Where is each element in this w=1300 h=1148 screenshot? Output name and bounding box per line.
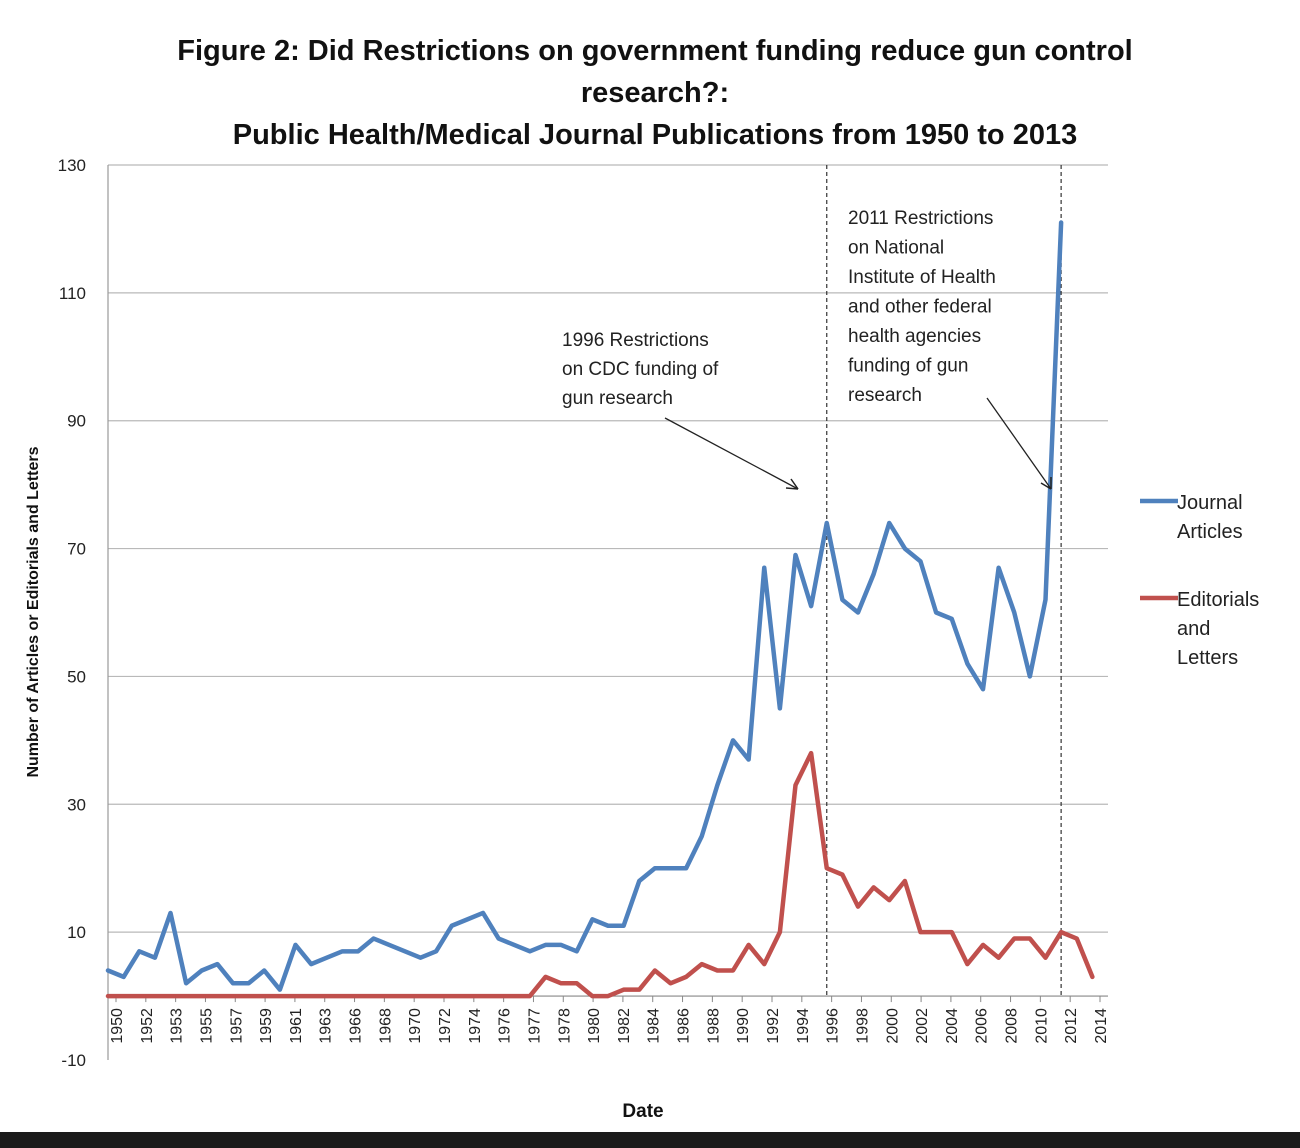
annotations: 1996 Restrictions on CDC funding of gun re… <box>562 208 1052 490</box>
x-tick-label: 2014 <box>1093 1008 1110 1044</box>
x-tick-label: 2002 <box>914 1008 931 1044</box>
y-tick-label: 110 <box>59 284 86 303</box>
x-tick-label: 1992 <box>765 1008 782 1044</box>
annotation-2011-line: on National <box>848 238 944 259</box>
x-tick-label: 1978 <box>556 1008 573 1044</box>
x-tick-label: 2010 <box>1033 1008 1050 1044</box>
annotation-2011-line: 2011 Restrictions <box>848 208 993 229</box>
annotation-1996-line: on CDC funding of <box>562 359 719 380</box>
x-tick-label: 1976 <box>497 1008 514 1044</box>
x-tick-label: 1953 <box>169 1008 186 1044</box>
bottom-bar <box>0 1132 1300 1148</box>
arrow-2011 <box>986 397 1052 490</box>
annotation-2011-line: funding of gun <box>848 356 968 377</box>
legend-label: Letters <box>1177 647 1238 669</box>
x-tick-label: 1961 <box>288 1008 305 1044</box>
annotation-1996-line: 1996 Restrictions <box>562 330 709 351</box>
y-tick-label: 90 <box>67 412 86 431</box>
y-axis-ticks: -10 10 30 50 70 90 110 130 <box>58 156 86 1070</box>
y-axis-title: Number of Articles or Editorials and Let… <box>25 446 42 777</box>
x-tick-label: 2008 <box>1004 1008 1021 1044</box>
x-axis: 1950 1952 1953 1955 1957 1959 1961 1963 1966 1968… <box>108 995 1110 1044</box>
x-tick-label: 1959 <box>258 1008 275 1044</box>
journal-articlesline <box>105 220 1064 992</box>
x-tick-label: 1957 <box>228 1008 245 1044</box>
x-tick-label: 1988 <box>705 1008 722 1044</box>
legend-label: and <box>1177 618 1210 640</box>
y-tick-label: 10 <box>67 923 86 942</box>
x-tick-label: 1994 <box>795 1008 812 1044</box>
x-tick-label: 1998 <box>854 1008 871 1044</box>
arrow-1996 <box>664 417 799 490</box>
x-tick-label: 1996 <box>825 1008 842 1044</box>
x-tick-label: 1952 <box>139 1008 156 1044</box>
title-line-2: research?: <box>580 77 730 109</box>
title-line-3: Public Health/Medical Journal Publicatio… <box>232 119 1078 151</box>
legend: Journal Articles Editorials and Letters <box>1140 492 1259 669</box>
x-tick-label: 1970 <box>407 1008 424 1044</box>
y-tick-label: -10 <box>61 1051 86 1070</box>
x-axis-title: Date <box>622 1101 663 1122</box>
x-tick-label: 1955 <box>198 1008 215 1044</box>
x-tick-label: 1968 <box>377 1008 394 1044</box>
x-tick-label: 2000 <box>884 1008 901 1044</box>
annotation-1996-line: gun research <box>562 388 673 409</box>
x-tick-label: 1977 <box>526 1008 543 1044</box>
legend-label: Editorials <box>1177 589 1259 611</box>
title-line-1: Figure 2: Did Restrictions on government… <box>177 35 1133 67</box>
legend-label: Articles <box>1177 521 1243 543</box>
x-tick-label: 1963 <box>318 1008 335 1044</box>
annotation-2011-line: health agencies <box>848 326 981 347</box>
legend-label: Journal <box>1177 492 1243 514</box>
x-tick-label: 1966 <box>348 1008 365 1044</box>
y-tick-label: 70 <box>67 540 86 559</box>
restriction-markers <box>826 165 1062 997</box>
x-tick-label: 2006 <box>974 1008 991 1044</box>
x-tick-label: 1980 <box>586 1008 603 1044</box>
editorials-and-lettersline <box>105 750 1095 999</box>
x-tick-label: 1950 <box>109 1008 126 1044</box>
y-tick-label: 130 <box>58 156 86 175</box>
x-tick-label: 2012 <box>1063 1008 1080 1044</box>
annotation-2011-line: Institute of Health <box>848 267 996 288</box>
annotation-2011-line: and other federal <box>848 297 992 318</box>
chart-title: Figure 2: Did Restrictions on government… <box>150 30 1160 156</box>
arrowhead-1996 <box>785 478 799 490</box>
y-tick-label: 30 <box>67 795 86 814</box>
annotation-2011-line: research <box>848 385 922 406</box>
x-tick-label: 1972 <box>437 1008 454 1044</box>
x-tick-label: 1984 <box>646 1008 663 1044</box>
x-tick-label: 1974 <box>467 1008 484 1044</box>
x-tick-label: 1990 <box>735 1008 752 1044</box>
data-series <box>105 220 1095 999</box>
x-tick-label: 1986 <box>676 1008 693 1044</box>
x-tick-label: 2004 <box>944 1008 961 1044</box>
x-tick-label: 1982 <box>616 1008 633 1044</box>
arrowhead-2011 <box>1040 477 1052 490</box>
y-tick-label: 50 <box>67 667 86 686</box>
